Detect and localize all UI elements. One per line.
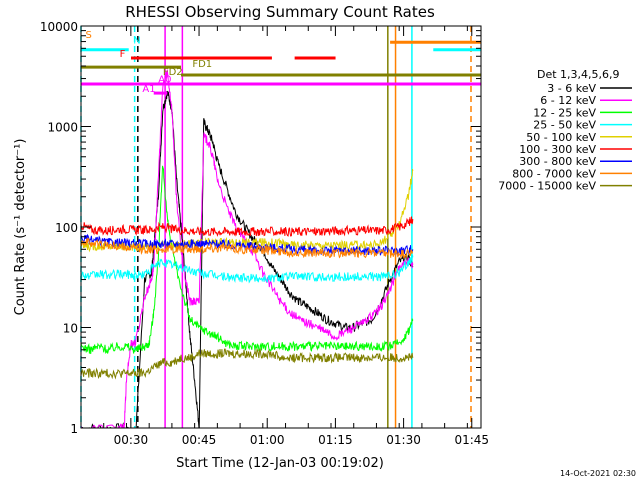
x-tick-label-3: 01:15 [318,433,353,447]
chart-title: RHESSI Observing Summary Count Rates [125,3,435,21]
flag-label-3: FD1 [192,59,212,70]
y-tick-label-1: 10 [63,322,78,336]
legend-label-1: 6 - 12 keV [540,94,596,107]
footer-timestamp: 14-Oct-2021 02:30 [560,469,636,478]
series-line-1 [81,68,414,428]
series-line-8 [81,348,414,380]
legend-label-3: 25 - 50 keV [533,119,596,132]
x-tick-label-1: 00:45 [182,433,217,447]
series-layer [81,68,414,428]
legend-label-4: 50 - 100 keV [526,131,596,144]
legend-title: Det 1,3,4,5,6,9 [537,68,620,81]
x-tick-label-2: 01:00 [250,433,285,447]
series-line-5 [81,216,414,237]
series-line-4 [81,169,414,253]
y-tick-label-3: 1000 [47,121,78,135]
y-tick-label-0: 1 [70,422,78,436]
x-tick-label-4: 01:30 [386,433,421,447]
x-tick-label-0: 00:30 [114,433,149,447]
series-line-7 [81,237,413,260]
legend-label-7: 800 - 7000 keV [512,167,596,180]
legend-label-8: 7000 - 15000 keV [498,180,596,193]
flag-label-2: F [120,49,126,60]
legend-label-2: 12 - 25 keV [533,106,596,119]
y-tick-label-2: 100 [55,221,78,235]
series-line-0 [81,90,414,428]
y-axis-label: Count Rate (s⁻¹ detector⁻¹) [13,139,28,316]
flag-label-1: N [133,35,140,46]
flag-label-4: FD2 [163,67,183,78]
x-axis-label: Start Time (12-Jan-03 00:19:02) [176,456,384,471]
axes-layer: 00:30 00:45 01:00 01:15 01:30 01:45 1 10 100 1000… [40,20,489,447]
series-line-3 [81,254,414,284]
x-tick-label-5: 01:45 [454,433,489,447]
flag-label-0: S [86,30,92,41]
legend-label-5: 100 - 300 keV [519,143,596,156]
series-line-2 [81,165,414,354]
flag-label-6: A1 [142,84,155,95]
flag-label-5: A0 [158,74,171,85]
y-tick-label-4: 10000 [40,20,78,34]
legend-label-0: 3 - 6 keV [547,82,596,95]
legend-label-6: 300 - 800 keV [519,155,596,168]
